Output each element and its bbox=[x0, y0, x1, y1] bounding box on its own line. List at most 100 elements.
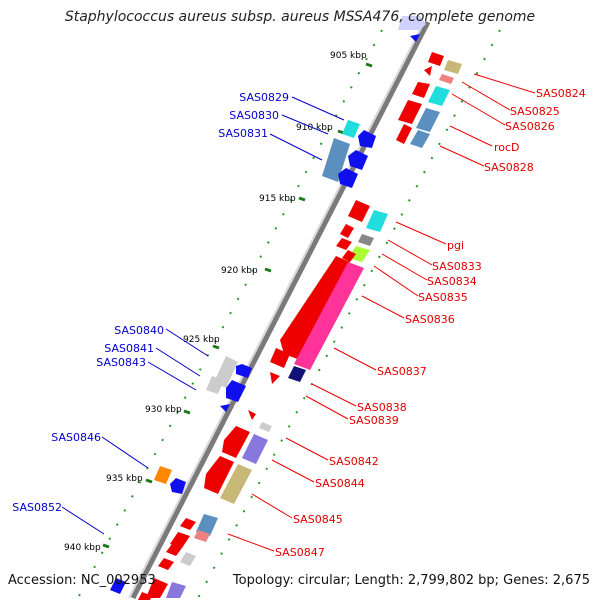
gene-sas0844[interactable] bbox=[222, 426, 250, 458]
gene-sas0835[interactable] bbox=[342, 250, 356, 262]
tick-label: 940 kbp bbox=[64, 543, 101, 553]
gene-pgi[interactable] bbox=[348, 200, 370, 222]
gene-sas0843[interactable] bbox=[226, 380, 246, 402]
forward-leader-lines bbox=[227, 73, 536, 552]
leader-line bbox=[439, 145, 485, 167]
tick-mark bbox=[102, 543, 110, 549]
gene-label[interactable]: SAS0836 bbox=[405, 313, 455, 326]
gene-feature[interactable] bbox=[416, 108, 440, 132]
gene-label[interactable]: SAS0828 bbox=[484, 161, 534, 174]
gene-sas0836[interactable] bbox=[280, 256, 350, 360]
leader-line bbox=[285, 437, 329, 461]
gene-sas0838[interactable] bbox=[270, 372, 280, 384]
gene-feature[interactable] bbox=[146, 578, 168, 598]
gene-label[interactable]: SAS0844 bbox=[315, 477, 365, 490]
accession-text: Accession: NC_002953 bbox=[8, 573, 156, 588]
gene-feature[interactable] bbox=[410, 130, 430, 148]
gene-label[interactable]: SAS0841 bbox=[104, 342, 154, 355]
tick-label: 920 kbp bbox=[221, 266, 258, 276]
gene-feature[interactable] bbox=[439, 74, 454, 84]
gene-feature[interactable] bbox=[166, 582, 186, 598]
leader-line bbox=[361, 295, 405, 319]
leader-line bbox=[165, 328, 209, 357]
gene-feature[interactable] bbox=[366, 210, 388, 232]
gene-sas0826[interactable] bbox=[412, 82, 430, 98]
tick-mark bbox=[365, 62, 373, 68]
gene-feature[interactable] bbox=[166, 544, 182, 556]
genome-backbone-highlight bbox=[128, 21, 425, 599]
leader-line bbox=[251, 493, 293, 519]
gene-rocd[interactable] bbox=[398, 100, 422, 124]
gene-feature[interactable] bbox=[294, 262, 364, 370]
gene-label[interactable]: SAS0837 bbox=[377, 365, 427, 378]
gene-sas0837[interactable] bbox=[270, 348, 290, 368]
gene-sas0841[interactable] bbox=[206, 376, 224, 394]
gene-label[interactable]: SAS0824 bbox=[536, 87, 586, 100]
gene-label[interactable]: SAS0838 bbox=[357, 401, 407, 414]
gene-label[interactable]: SAS0842 bbox=[329, 455, 379, 468]
gene-label[interactable]: SAS0846 bbox=[51, 431, 101, 444]
gene-sas0831[interactable] bbox=[322, 138, 350, 182]
gene-feature[interactable] bbox=[410, 34, 420, 42]
gene-sas0828[interactable] bbox=[396, 124, 412, 144]
gene-label[interactable]: SAS0839 bbox=[349, 414, 399, 427]
gene-feature[interactable] bbox=[348, 246, 370, 262]
gene-feature[interactable] bbox=[338, 168, 358, 188]
gene-label[interactable]: SAS0843 bbox=[96, 356, 146, 369]
gene-sas0830[interactable] bbox=[358, 130, 376, 148]
gene-label[interactable]: SAS0825 bbox=[510, 105, 560, 118]
gene-label[interactable]: SAS0826 bbox=[505, 120, 555, 133]
leader-line bbox=[373, 265, 419, 297]
leader-line bbox=[451, 93, 506, 126]
inner-guide-line bbox=[197, 29, 501, 599]
gene-feature[interactable] bbox=[180, 552, 196, 566]
gene-feature[interactable] bbox=[398, 16, 426, 30]
gene-label[interactable]: SAS0847 bbox=[275, 546, 325, 559]
gene-label[interactable]: SAS0840 bbox=[114, 324, 164, 337]
gene-label[interactable]: SAS0852 bbox=[12, 501, 62, 514]
gene-feature[interactable] bbox=[428, 86, 450, 106]
gene-sas0847[interactable] bbox=[180, 518, 196, 530]
gene-feature[interactable] bbox=[288, 366, 306, 382]
gene-sas0833[interactable] bbox=[340, 224, 354, 238]
gene-feature[interactable] bbox=[259, 422, 272, 432]
tick-mark bbox=[183, 409, 191, 415]
gene-feature[interactable] bbox=[170, 478, 186, 494]
gene-label[interactable]: SAS0833 bbox=[432, 260, 482, 273]
leader-line bbox=[473, 73, 536, 94]
gene-label[interactable]: SAS0829 bbox=[239, 91, 289, 104]
gene-feature[interactable] bbox=[242, 434, 268, 464]
gene-feature[interactable] bbox=[220, 464, 252, 504]
gene-feature[interactable] bbox=[358, 234, 374, 246]
gene-sas0845[interactable] bbox=[204, 456, 234, 494]
gene-feature[interactable] bbox=[194, 530, 210, 542]
gene-sas0824[interactable] bbox=[428, 52, 444, 66]
gene-label[interactable]: SAS0830 bbox=[229, 109, 279, 122]
tick-mark bbox=[212, 344, 220, 350]
gene-feature[interactable] bbox=[220, 404, 230, 412]
gene-feature[interactable] bbox=[236, 364, 252, 378]
gene-feature[interactable] bbox=[138, 592, 152, 600]
gene-sas0834[interactable] bbox=[336, 238, 352, 250]
leader-line bbox=[269, 133, 323, 161]
gene-label[interactable]: pgi bbox=[447, 239, 464, 252]
gene-sas0852[interactable] bbox=[110, 578, 126, 594]
gene-sas0825[interactable] bbox=[424, 66, 432, 76]
gene-label[interactable]: SAS0845 bbox=[293, 513, 343, 526]
gene-feature[interactable] bbox=[158, 558, 174, 570]
gene-sas0842[interactable] bbox=[248, 410, 256, 420]
gene-label[interactable]: SAS0834 bbox=[427, 275, 477, 288]
leader-line bbox=[381, 253, 428, 281]
gene-feature[interactable] bbox=[348, 150, 368, 170]
gene-feature[interactable] bbox=[196, 514, 218, 536]
gene-label[interactable]: rocD bbox=[494, 141, 520, 154]
gene-feature[interactable] bbox=[444, 60, 462, 74]
gene-sas0846[interactable] bbox=[154, 466, 172, 484]
gene-label[interactable]: SAS0831 bbox=[218, 127, 268, 140]
gene-sas0829[interactable] bbox=[342, 120, 360, 138]
gene-feature[interactable] bbox=[170, 532, 190, 548]
gene-label[interactable]: SAS0835 bbox=[418, 291, 468, 304]
leader-line bbox=[449, 125, 493, 147]
leader-line bbox=[461, 81, 511, 111]
